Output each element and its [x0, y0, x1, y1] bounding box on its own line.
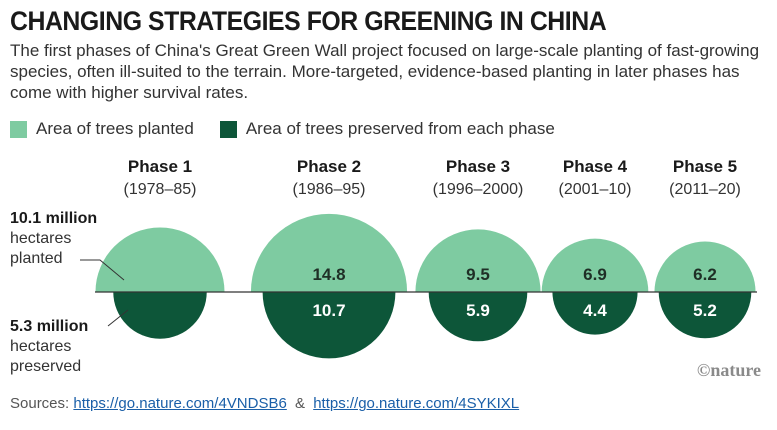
planted-semicircle-2: [250, 213, 408, 292]
phase-label-5: Phase 5: [673, 157, 737, 176]
phase-label-2: Phase 2: [297, 157, 361, 176]
phase-period-2: (1986–95): [293, 181, 366, 198]
phase-label-3: Phase 3: [446, 157, 510, 176]
planted-value-label-3: 9.5: [466, 265, 490, 284]
sources-separator: &: [295, 395, 306, 412]
source-link-2[interactable]: https://go.nature.com/4SYKIXL: [313, 395, 520, 412]
nature-logo: ©nature: [696, 360, 761, 380]
preserved-semicircle-2: [262, 292, 396, 359]
sources-line: Sources: https://go.nature.com/4VNDSB6 &…: [10, 395, 519, 412]
phase-label-4: Phase 4: [563, 157, 628, 176]
legend-swatch-preserved: [219, 120, 237, 138]
annotation-planted-line1: hectares: [10, 230, 71, 247]
planted-semicircle-1: [95, 227, 225, 292]
annotation-planted-leader: [80, 259, 125, 281]
annotation-planted-line2: planted: [10, 250, 63, 267]
annotation-preserved-value: 5.3 million: [10, 318, 88, 335]
preserved-value-label-5: 5.2: [693, 301, 717, 320]
legend-item-planted: Area of trees planted: [10, 119, 194, 139]
chart-subtitle: The first phases of China's Great Green …: [10, 41, 760, 102]
planted-value-label-5: 6.2: [693, 265, 717, 284]
planted-value-label-4: 6.9: [583, 265, 607, 284]
phase-period-5: (2011–20): [669, 181, 741, 198]
preserved-semicircle-4: [552, 292, 638, 335]
annotation-preserved-line2: preserved: [10, 358, 81, 375]
sources-label: Sources:: [10, 395, 70, 412]
phase-period-4: (2001–10): [559, 181, 632, 198]
annotation-preserved-line1: hectares: [10, 338, 71, 355]
planted-semicircle-4: [541, 238, 649, 292]
preserved-value-label-4: 4.4: [583, 301, 607, 320]
planted-value-label-2: 14.8: [312, 265, 345, 284]
chart-plot: Phase 1 (1978–85) Phase 2 (1986–95) 14.8 10.7…: [10, 157, 757, 375]
legend: Area of trees planted Area of trees pres…: [10, 119, 581, 139]
annotation-planted-value: 10.1 million: [10, 210, 97, 227]
legend-swatch-planted: [10, 120, 27, 138]
preserved-semicircle-3: [428, 292, 528, 342]
annotation-preserved-leader: [107, 309, 129, 327]
legend-label-preserved: Area of trees preserved from each phase: [245, 119, 555, 138]
planted-semicircle-3: [415, 229, 541, 292]
preserved-semicircle-5: [658, 292, 752, 339]
phase-label-1: Phase 1: [128, 157, 192, 176]
chart-title: CHANGING STRATEGIES FOR GREENING IN CHIN…: [10, 6, 607, 36]
phase-period-3: (1996–2000): [433, 181, 524, 198]
preserved-value-label-3: 5.9: [466, 301, 490, 320]
preserved-semicircle-1: [113, 292, 207, 339]
preserved-value-label-2: 10.7: [312, 301, 345, 320]
planted-semicircle-5: [654, 241, 756, 292]
phase-period-1: (1978–85): [124, 181, 197, 198]
legend-label-planted: Area of trees planted: [36, 119, 194, 138]
legend-item-preserved: Area of trees preserved from each phase: [219, 119, 555, 139]
source-link-1[interactable]: https://go.nature.com/4VNDSB6: [73, 395, 287, 412]
